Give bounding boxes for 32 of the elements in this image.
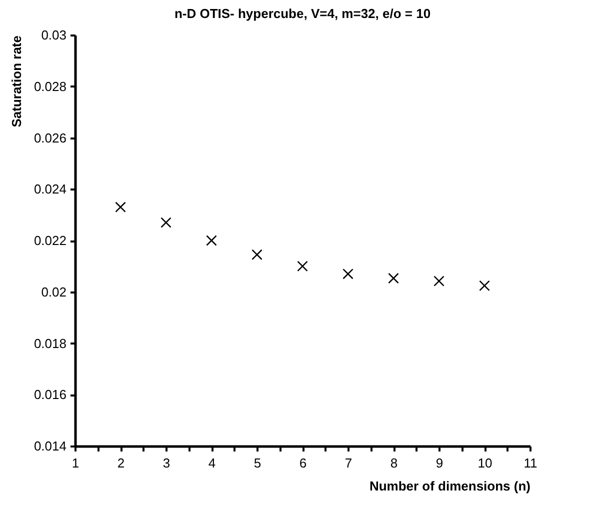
x-tick-label: 1 [72, 456, 80, 470]
y-tick-label: 0.016 [34, 387, 66, 402]
x-tick-label: 5 [254, 456, 262, 470]
y-tick-label: 0.024 [34, 182, 66, 197]
y-tick-label: 0.028 [34, 78, 66, 94]
x-tick-label: 10 [478, 456, 492, 470]
y-axis-title: Saturation rate [8, 36, 24, 128]
y-tick-label: 0.026 [34, 130, 66, 146]
point [115, 202, 126, 212]
x-tick-label: 8 [390, 456, 398, 470]
y-tick-label: 0.02 [41, 284, 66, 300]
point [297, 260, 308, 272]
y-tick-label: 0.014 [34, 438, 66, 454]
y-tick-label: 0.018 [34, 336, 66, 351]
x-tick-label: 2 [117, 456, 125, 470]
point [434, 276, 444, 286]
x-tick-label: 7 [344, 456, 352, 470]
chart-title: n-D OTIS- hypercube, V=4, m=32, e/o = 10 [174, 6, 431, 21]
point [160, 217, 172, 228]
x-tick-label: 11 [524, 456, 538, 470]
point [479, 280, 490, 292]
point [342, 268, 354, 280]
point [388, 272, 399, 284]
x-axis-title: Number of dimensions (n) [369, 478, 530, 494]
point [206, 235, 217, 246]
point [252, 249, 262, 260]
x-tick-label: 3 [162, 456, 170, 470]
x-tick-label: 9 [436, 456, 444, 470]
y-tick-label: 0.03 [41, 28, 66, 42]
x-tick-label: 6 [299, 456, 307, 470]
y-tick-label: 0.022 [34, 233, 66, 248]
x-tick-label: 4 [208, 456, 216, 470]
